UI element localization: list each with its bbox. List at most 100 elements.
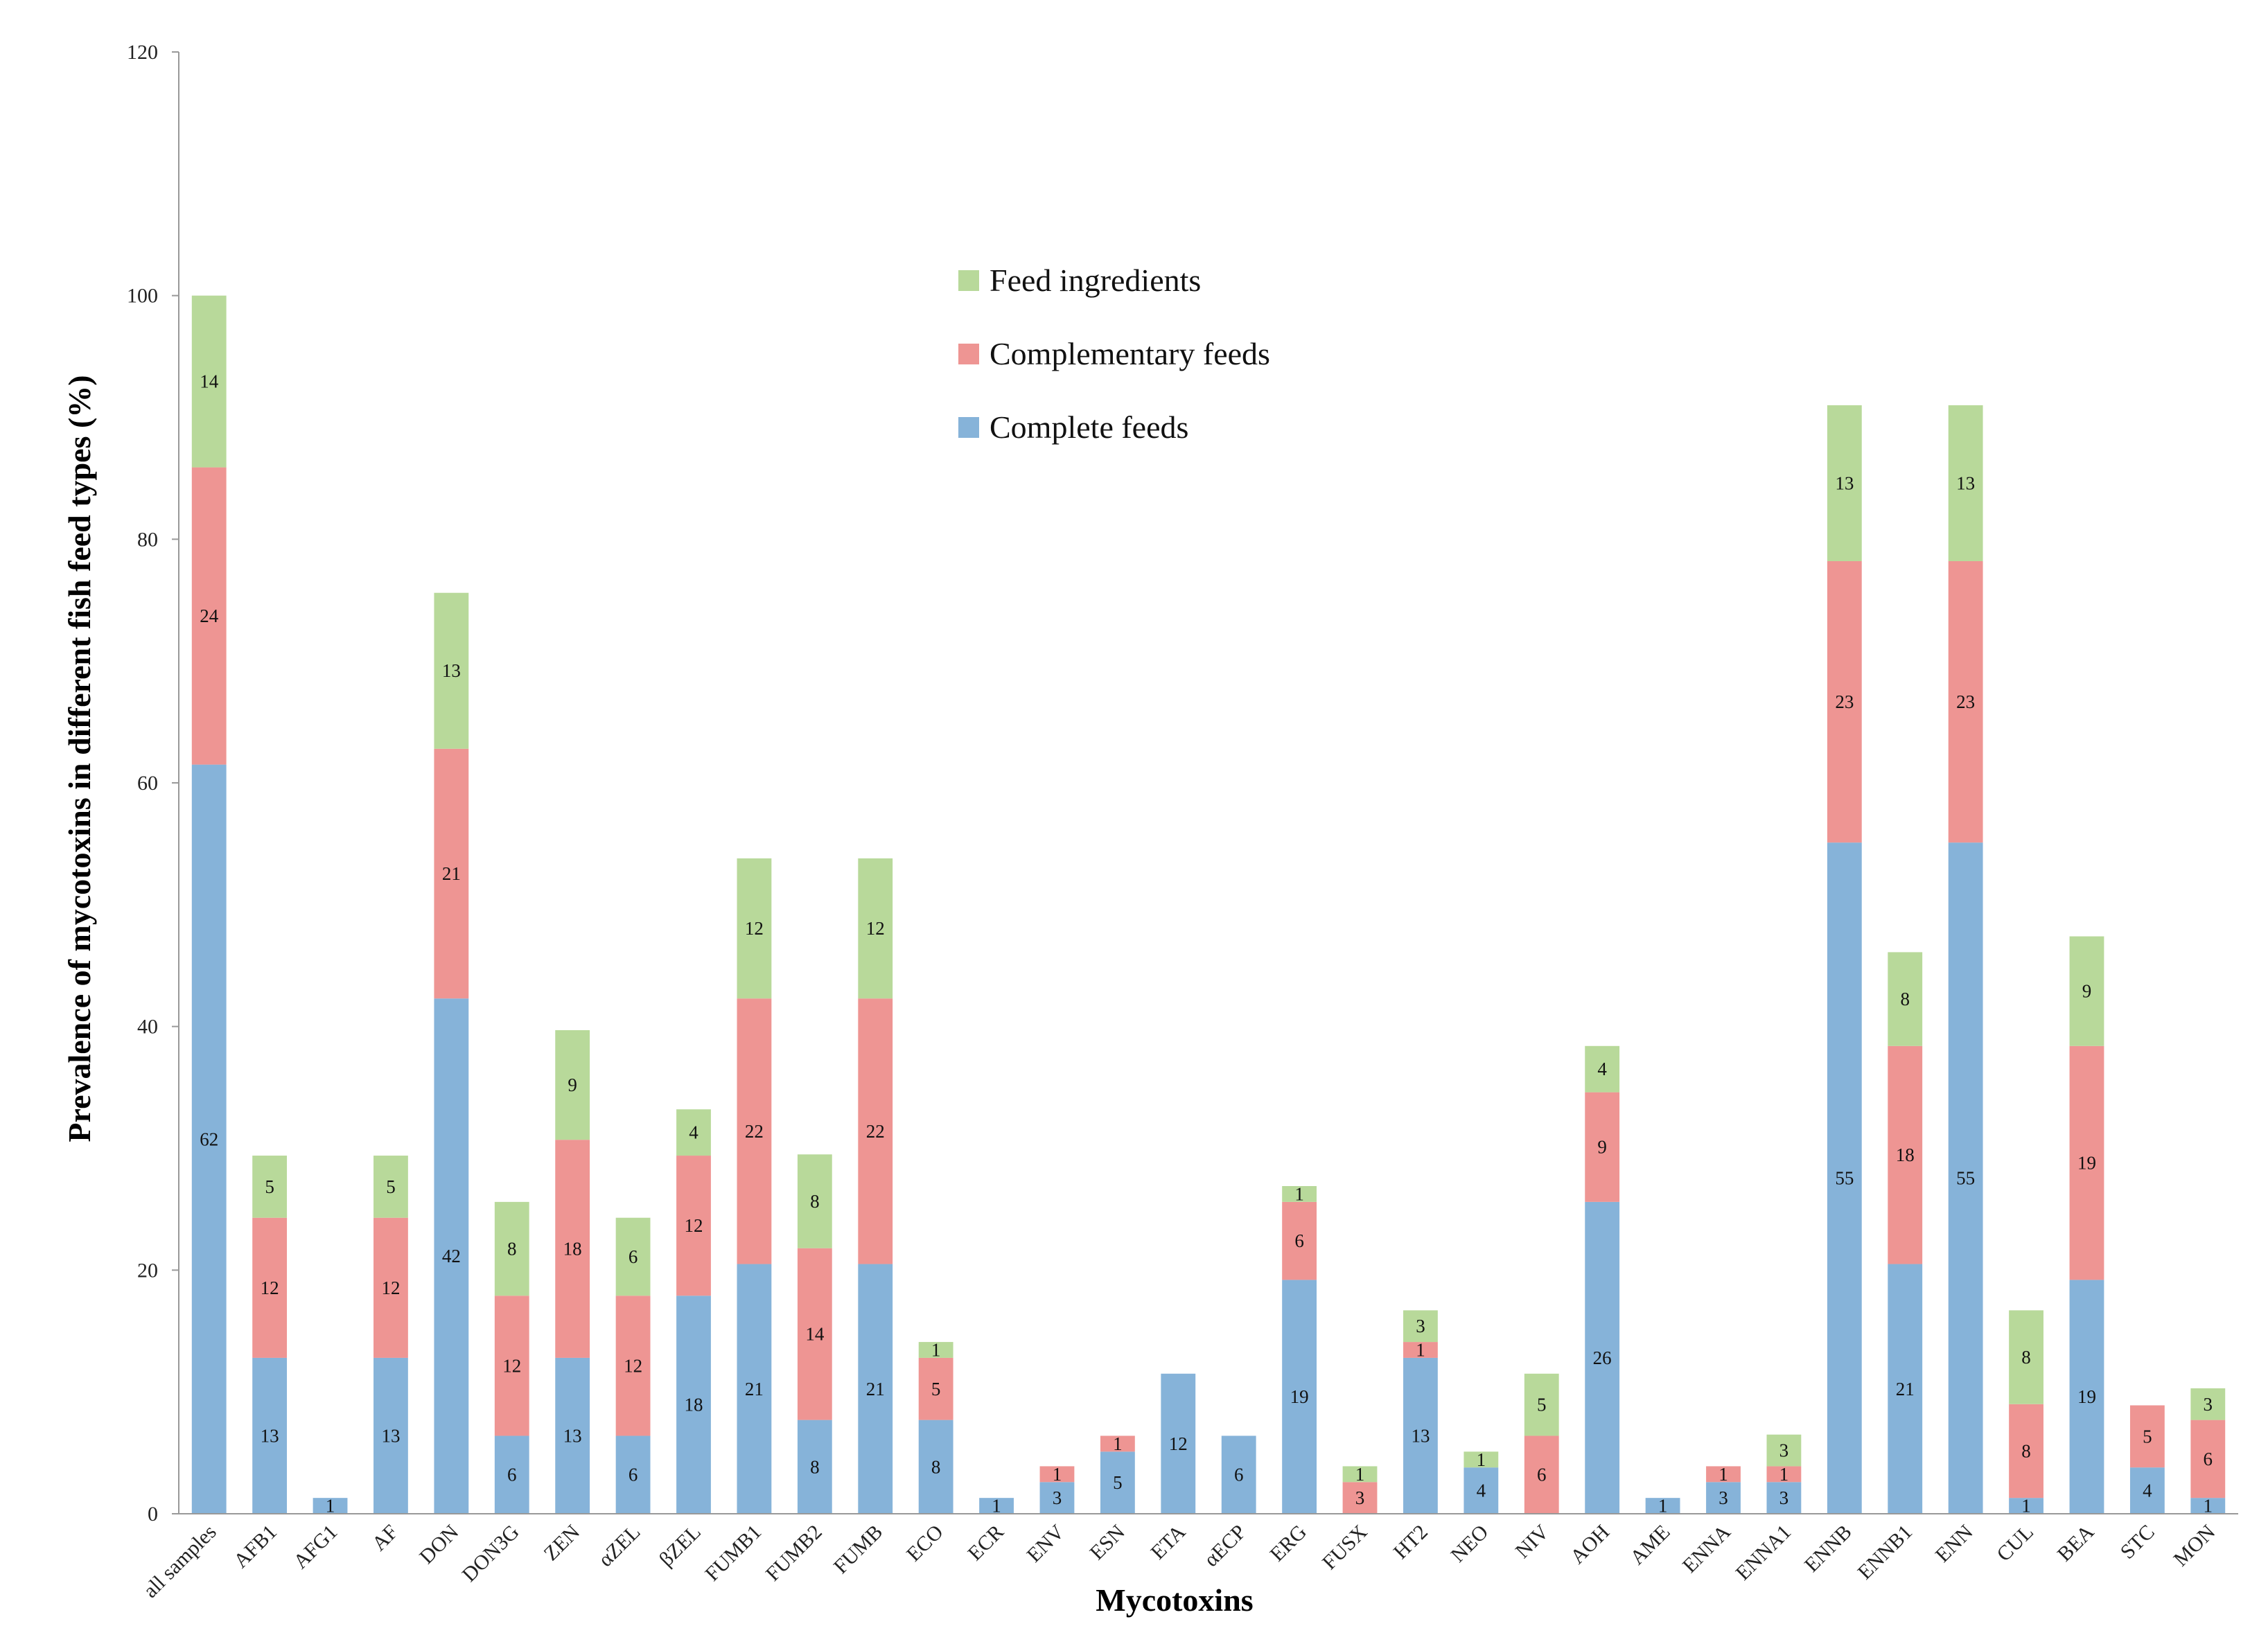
data-label: 8 (1900, 989, 1910, 1009)
data-label: 3 (1355, 1487, 1365, 1508)
bar-segment-complementary-feeds (1403, 1342, 1438, 1358)
x-tick-label: MON (2169, 1521, 2219, 1571)
bar-segment-complete-feeds (737, 1264, 772, 1514)
bar-segment-feed-ingredients (2190, 1388, 2226, 1420)
x-tick-label: ZEN (540, 1521, 585, 1566)
y-axis-title: Prevalence of mycotoxins in different fi… (62, 375, 97, 1142)
x-tick-label: AME (1626, 1521, 1674, 1569)
bar-segment-feed-ingredients (1827, 405, 1862, 561)
data-label: 6 (628, 1246, 638, 1267)
y-tick-label: 40 (137, 1016, 158, 1039)
bar-segment-feed-ingredients (2009, 1310, 2043, 1404)
data-label: 9 (1597, 1137, 1607, 1158)
x-tick-label: ENNB (1800, 1521, 1856, 1577)
bar-segment-complete-feeds (1827, 842, 1862, 1514)
bar-segment-feed-ingredients (1888, 952, 1923, 1046)
bar-segment-complementary-feeds (494, 1296, 529, 1436)
data-label: 1 (2204, 1496, 2213, 1517)
bar-segment-feed-ingredients (1342, 1466, 1378, 1483)
bar-segment-complementary-feeds (2190, 1420, 2226, 1499)
x-tick-label: FUMB2 (762, 1521, 827, 1586)
x-tick-label: BEA (2053, 1520, 2099, 1566)
data-label: 5 (931, 1379, 941, 1399)
x-tick-label: CUL (1992, 1521, 2038, 1566)
bar-segment-complementary-feeds (1100, 1435, 1135, 1452)
bar-segment-complementary-feeds (373, 1217, 408, 1358)
bar-segment-complete-feeds (2009, 1498, 2043, 1514)
data-label: 12 (1169, 1433, 1188, 1454)
data-label: 23 (1835, 691, 1854, 712)
x-axis-title: Mycotoxins (1096, 1582, 1253, 1618)
bar-segment-complementary-feeds (1524, 1435, 1559, 1514)
y-tick-label: 60 (137, 772, 158, 795)
x-tick-label: AFB1 (229, 1521, 281, 1573)
data-label: 1 (1416, 1340, 1425, 1361)
x-tick-label: all samples (139, 1521, 220, 1602)
bar-segment-complete-feeds (1100, 1451, 1135, 1514)
bar-segment-complementary-feeds (1827, 560, 1862, 843)
x-tick-label: DON (415, 1521, 463, 1568)
data-label: 13 (442, 660, 461, 681)
y-tick-label: 80 (137, 528, 158, 551)
data-label: 8 (2021, 1440, 2031, 1461)
legend-swatch-complete-feeds (958, 417, 979, 438)
data-label: 19 (2077, 1386, 2096, 1407)
bar-segment-complete-feeds (1948, 842, 1983, 1514)
bar-segment-complementary-feeds (191, 467, 227, 765)
data-label: 6 (628, 1465, 638, 1485)
data-label: 1 (1718, 1464, 1728, 1485)
bar-segment-complete-feeds (615, 1435, 651, 1514)
data-label: 19 (1290, 1386, 1309, 1407)
data-label: 6 (507, 1465, 517, 1485)
bar-segment-complementary-feeds (2129, 1405, 2165, 1468)
bar-segment-complete-feeds (1706, 1482, 1741, 1514)
data-label: 1 (1477, 1449, 1486, 1470)
y-tick-label: 100 (127, 285, 158, 308)
bar-segment-feed-ingredients (797, 1154, 832, 1248)
bar-segment-complementary-feeds (676, 1156, 711, 1296)
data-label: 14 (200, 371, 219, 392)
data-label: 3 (1779, 1440, 1789, 1461)
x-tick-label: DON3G (457, 1521, 523, 1587)
data-label: 12 (502, 1355, 521, 1376)
bar-segment-complementary-feeds (1948, 560, 1983, 843)
legend-label-complementary-feeds: Complementary feeds (990, 336, 1270, 371)
bar-segment-feed-ingredients (1948, 405, 1983, 561)
x-tick-label: FUSX (1318, 1520, 1372, 1574)
x-tick-label: FUMB1 (701, 1521, 766, 1586)
bar-segment-complete-feeds (979, 1498, 1014, 1514)
bar-segment-complementary-feeds (1585, 1092, 1620, 1202)
data-label: 5 (2143, 1426, 2152, 1447)
y-tick-label: 0 (148, 1503, 158, 1526)
data-label: 4 (2143, 1481, 2152, 1501)
bar-segment-feed-ingredients (1524, 1373, 1559, 1436)
bar-segment-complementary-feeds (1766, 1466, 1802, 1483)
x-tick-label: HT2 (1389, 1521, 1432, 1564)
x-tick-label: ECR (963, 1521, 1008, 1566)
x-tick-label: FUMB (829, 1521, 887, 1578)
bar-segment-complementary-feeds (1342, 1482, 1378, 1514)
bar-segment-feed-ingredients (1766, 1434, 1802, 1467)
bar-segment-complementary-feeds (797, 1248, 832, 1420)
x-tick-label: βZEL (655, 1521, 705, 1571)
data-label: 1 (1294, 1183, 1304, 1204)
data-label: 8 (931, 1456, 941, 1477)
data-label: 23 (1956, 691, 1975, 712)
bar-segment-complete-feeds (1161, 1373, 1196, 1514)
y-tick-label: 20 (137, 1259, 158, 1282)
bar-segment-complementary-feeds (918, 1357, 953, 1420)
bar-segment-complete-feeds (1282, 1280, 1317, 1514)
bar-segment-complete-feeds (1645, 1498, 1680, 1514)
data-label: 8 (810, 1456, 820, 1477)
x-tick-label: ECO (902, 1521, 948, 1566)
x-tick-label: ETA (1146, 1520, 1190, 1564)
bar-segment-complementary-feeds (555, 1140, 590, 1358)
x-tick-label: ERG (1265, 1521, 1311, 1566)
x-tick-label: STC (2116, 1521, 2159, 1564)
bar-segment-feed-ingredients (2069, 936, 2104, 1046)
x-tick-label: ENNA (1678, 1520, 1735, 1577)
bar-segment-complementary-feeds (1706, 1466, 1741, 1483)
data-label: 26 (1593, 1347, 1612, 1368)
bar-segment-complete-feeds (1403, 1357, 1438, 1514)
